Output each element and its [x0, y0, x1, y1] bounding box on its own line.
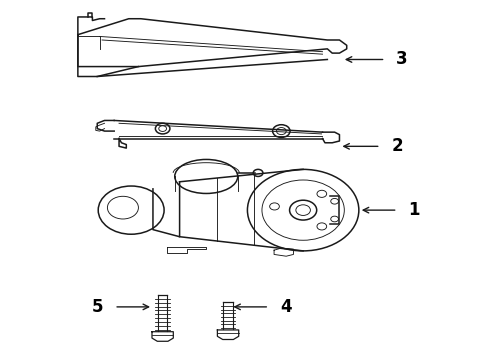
Text: 5: 5	[92, 298, 103, 316]
Text: 3: 3	[396, 50, 408, 68]
Text: 4: 4	[280, 298, 292, 316]
Text: 2: 2	[392, 137, 403, 155]
Text: 1: 1	[408, 201, 420, 219]
